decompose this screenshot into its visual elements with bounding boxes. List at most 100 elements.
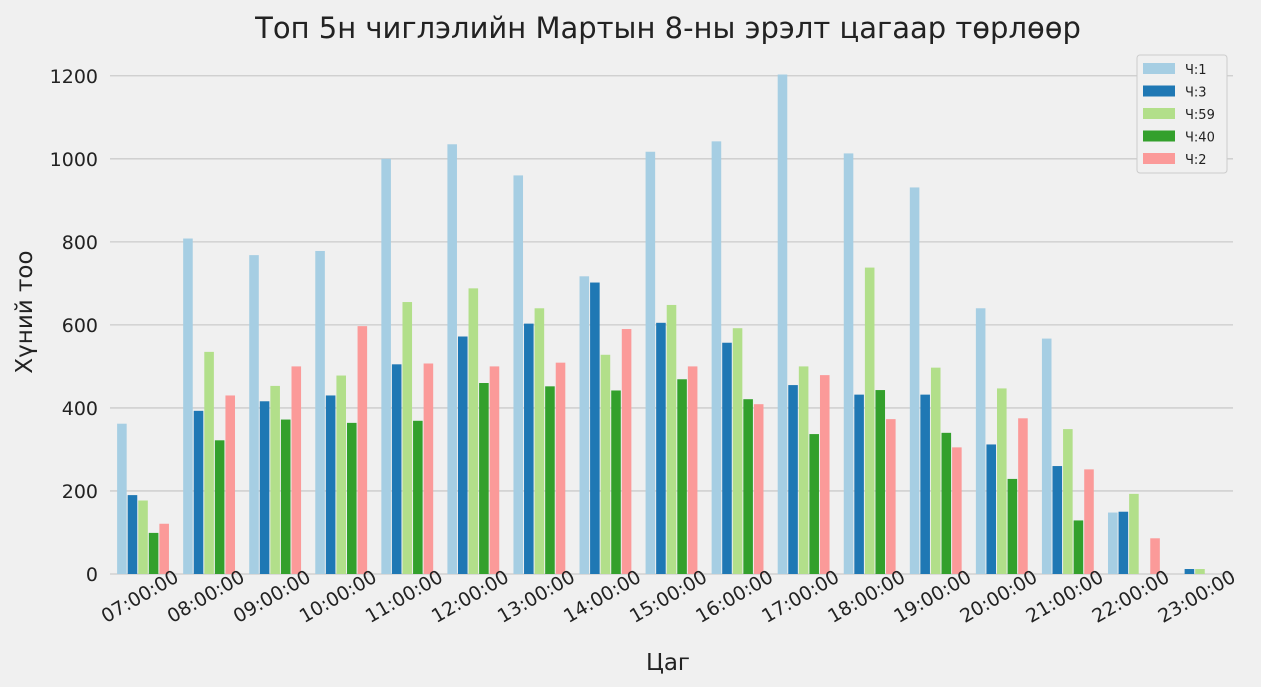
y-axis-label: Хүний тоо [12,250,38,373]
bar [183,238,193,574]
bar [1195,569,1205,574]
legend-entry-label: Ч:1 [1185,63,1207,78]
bar [357,326,368,574]
bar [1118,511,1129,574]
bar [402,302,413,574]
bar [621,329,632,574]
bar [117,423,127,574]
bar [864,267,875,574]
y-tick-label: 1000 [50,149,98,171]
bar [193,410,204,574]
bar [732,328,743,574]
bar [270,385,280,574]
bar [656,322,666,574]
bar [711,141,722,574]
bar [280,419,291,574]
bar [1129,493,1139,574]
bar [391,364,402,574]
y-tick-label: 200 [62,481,98,503]
legend-swatch [1143,153,1175,164]
bar [590,282,600,574]
legend-entry-label: Ч:3 [1185,86,1207,101]
bar [1041,338,1052,574]
bar [315,250,325,574]
bar [687,366,698,574]
bar [259,401,270,574]
bar [854,394,864,574]
bar [975,308,986,574]
bar [677,379,687,574]
bar [524,323,534,574]
bar [489,366,500,574]
bar [423,363,434,574]
bar [997,388,1007,574]
bar [325,395,336,574]
bar [886,419,896,574]
bar [843,153,854,574]
legend-entry-label: Ч:59 [1185,108,1215,123]
chart-title: Топ 5н чиглэлийн Мартын 8-ны эрэлт цагаа… [254,11,1081,45]
bar [545,386,555,574]
x-axis-label: Цаг [646,650,690,676]
bar [1052,466,1063,574]
bar [291,366,302,574]
bar [645,151,656,575]
bar [159,523,169,574]
bar [743,399,753,574]
bar [777,74,788,574]
bar [909,187,920,575]
y-tick-label: 600 [62,315,98,337]
bar [225,395,236,574]
bar [249,255,259,574]
bar [214,440,225,574]
bar [468,288,479,574]
bar [986,444,997,574]
legend: Ч:1 Ч:3 Ч:59 Ч:40 Ч:2 [1136,54,1228,174]
bar [611,390,621,574]
legend-swatch [1143,63,1175,74]
legend-entry-label: Ч:40 [1185,131,1215,146]
bar [534,308,545,574]
y-axis-ticks: 0 200 400 600 800 1000 1200 [50,66,98,586]
bar [809,434,819,574]
bar [1084,469,1094,574]
y-tick-label: 400 [62,398,98,420]
bar [941,432,952,574]
bar [513,175,524,574]
legend-swatch [1143,85,1175,97]
bar [930,367,941,574]
bar [138,500,148,574]
bar [920,394,930,574]
bar [788,385,798,574]
bar [1150,538,1160,574]
bar [1007,478,1018,574]
bar [413,420,423,574]
bar [127,495,138,574]
legend-swatch [1143,108,1175,119]
y-tick-label: 0 [86,564,98,586]
bar [1107,512,1118,574]
bar [346,422,357,574]
bar [819,375,830,574]
bar-layer [117,74,1205,575]
bar [952,447,962,574]
bar [1073,520,1084,574]
legend-box [1136,54,1228,174]
bar [722,342,732,574]
bar [875,390,886,574]
bar [204,351,214,574]
bar [381,158,391,575]
legend-entry-label: Ч:2 [1185,153,1207,168]
legend-swatch [1143,130,1175,142]
y-tick-label: 800 [62,232,98,254]
bar [457,336,468,574]
y-tick-label: 1200 [50,66,98,88]
bar [753,404,764,574]
bar [798,366,809,574]
bar [555,362,566,574]
bar [148,532,159,574]
bar [1018,418,1028,574]
bar [336,375,346,574]
